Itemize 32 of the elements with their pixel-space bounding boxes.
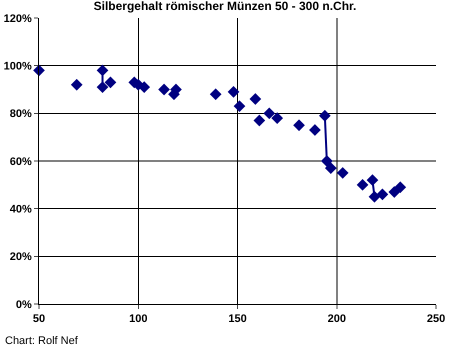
text: Chart: Rolf Nef [5, 335, 79, 347]
point [234, 100, 246, 112]
point [376, 188, 388, 200]
y-tick-label: 100% [4, 60, 32, 73]
y-tick-label: 20% [10, 251, 32, 264]
point [263, 107, 276, 120]
point [293, 119, 305, 132]
point [271, 112, 284, 124]
point [394, 181, 406, 194]
point [104, 76, 116, 88]
point [356, 178, 368, 191]
x-tick-label: 250 [426, 313, 446, 326]
y-tick-label: 80% [10, 108, 32, 120]
x-tick-label: 200 [328, 313, 346, 326]
y-tick-label: 0% [16, 298, 32, 311]
point [210, 88, 222, 100]
point [253, 114, 266, 126]
point [336, 167, 349, 179]
chart-title: Silbergehalt römischer Münzen 50 - 300 n.Chr. [94, 0, 356, 14]
x-tick-label: 100 [129, 313, 148, 326]
y-tick-label: 120% [4, 12, 32, 25]
x-tick-label: 50 [32, 313, 46, 326]
point [250, 93, 262, 105]
point [70, 78, 83, 91]
point [158, 84, 170, 96]
point [228, 86, 240, 98]
y-tick-label: 40% [10, 204, 32, 216]
x-tick-label: 150 [228, 313, 247, 326]
y-tick-label: 60% [10, 156, 32, 168]
point [388, 186, 400, 198]
point [309, 124, 321, 136]
point [324, 162, 337, 174]
